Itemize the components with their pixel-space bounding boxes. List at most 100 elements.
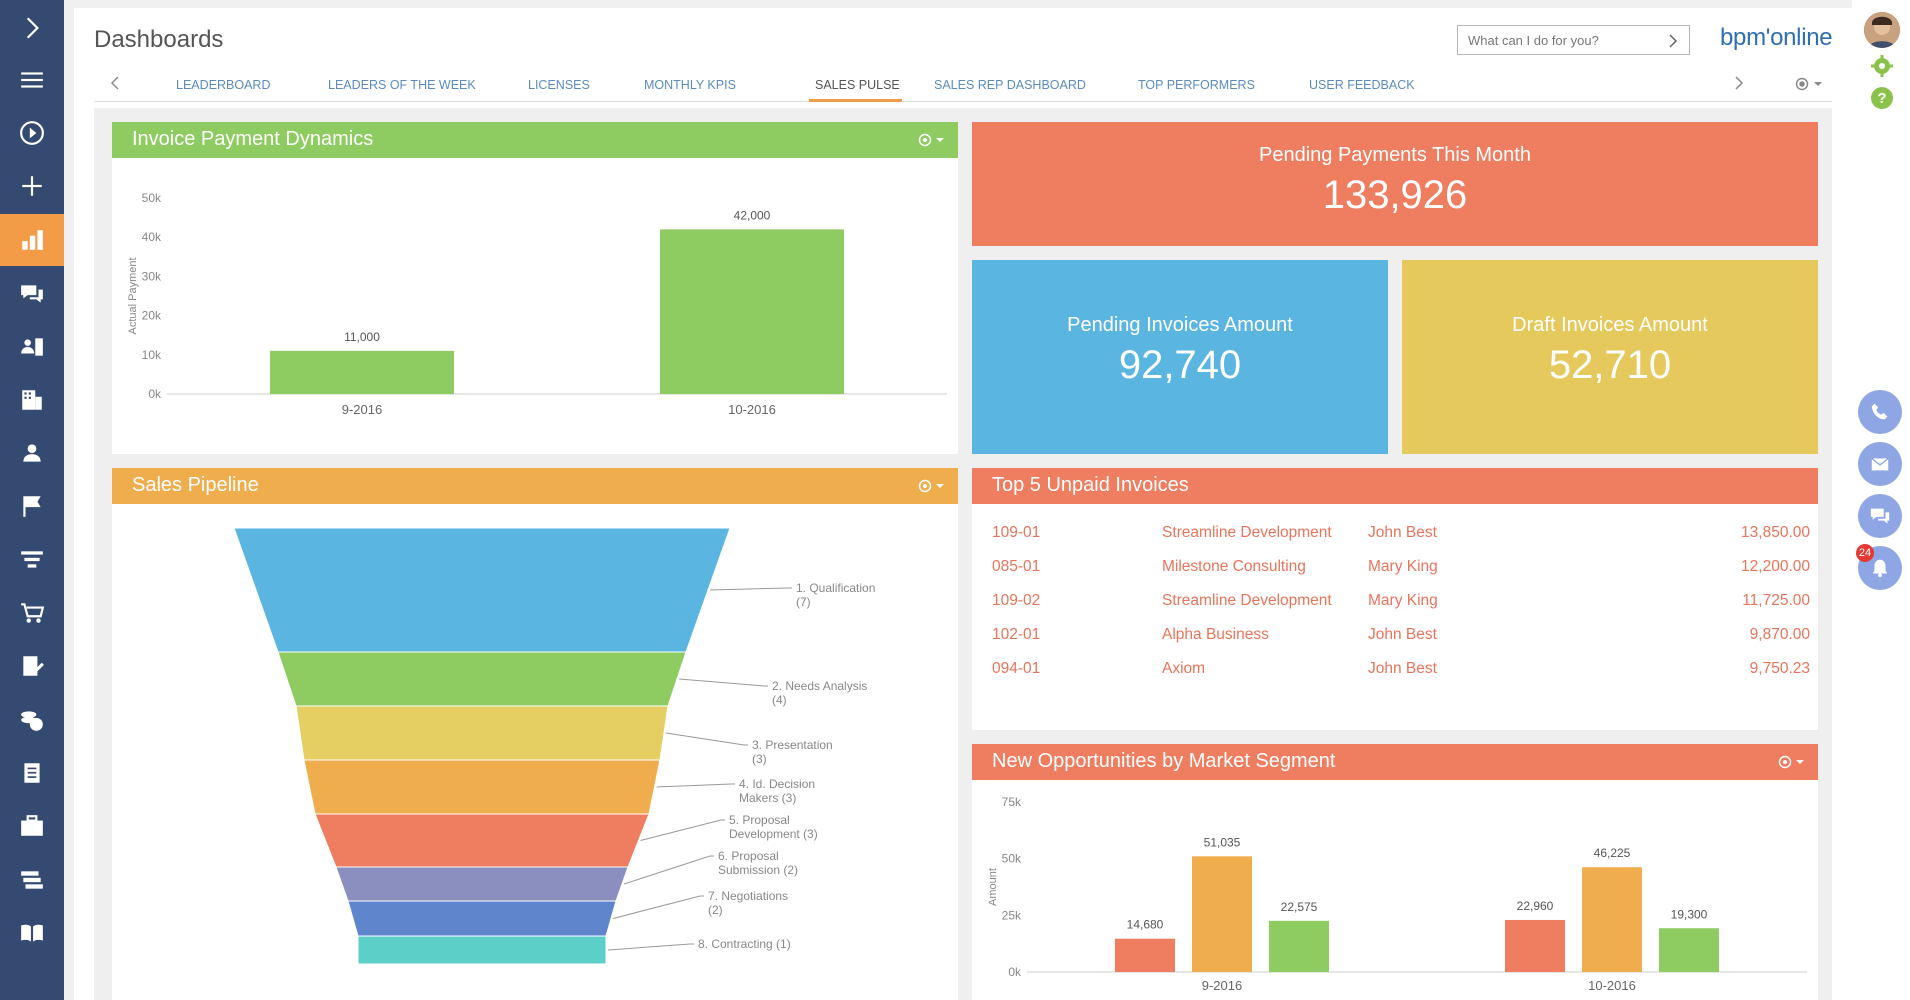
nav-contacts[interactable] — [0, 321, 64, 373]
widget-settings-gear-icon[interactable] — [916, 130, 946, 150]
invoice-row[interactable]: 094-01 Axiom John Best 9,750.23 — [972, 660, 1818, 682]
nav-feed[interactable] — [0, 268, 64, 320]
settings-gear-icon[interactable] — [1870, 54, 1894, 78]
person-icon — [23, 444, 41, 462]
funnel-stage-label: 1. Qualification — [796, 581, 875, 595]
y-tick-label: 50k — [1002, 852, 1022, 866]
invoice-owner[interactable]: John Best — [1368, 660, 1437, 677]
funnel-leader-line — [678, 678, 768, 687]
tab-sales-pulse[interactable]: SALES PULSE — [815, 78, 900, 92]
pending-invoices-tile[interactable]: Pending Invoices Amount 92,740 — [972, 260, 1388, 454]
invoice-row[interactable]: 109-02 Streamline Development Mary King … — [972, 592, 1818, 614]
bar-chart-icon — [22, 230, 43, 250]
invoice-number[interactable]: 094-01 — [992, 660, 1041, 677]
menu-icon — [21, 72, 43, 88]
nav-knowledge-base[interactable] — [0, 907, 64, 959]
funnel-stage-count: (7) — [796, 595, 811, 609]
invoice-number[interactable]: 102-01 — [992, 626, 1041, 643]
funnel-stage — [233, 527, 731, 653]
funnel-stage-count: (2) — [708, 903, 723, 917]
invoice-number[interactable]: 085-01 — [992, 558, 1041, 575]
invoice-number[interactable]: 109-02 — [992, 592, 1041, 609]
tile-value: 92,740 — [1118, 343, 1242, 387]
tab-top-performers[interactable]: TOP PERFORMERS — [1138, 78, 1255, 92]
tab-monthly-kpis[interactable]: MONTHLY KPIS — [644, 78, 736, 92]
y-axis-label: Amount — [987, 868, 999, 906]
expand-sidebar-button[interactable] — [0, 2, 64, 54]
tile-title: Pending Invoices Amount — [1067, 314, 1293, 336]
widget-title: Sales Pipeline — [132, 474, 259, 496]
invoice-owner[interactable]: Mary King — [1368, 592, 1438, 609]
invoice-owner[interactable]: John Best — [1368, 524, 1437, 541]
nav-accounts[interactable] — [0, 374, 64, 426]
nav-documents[interactable] — [0, 747, 64, 799]
menu-button[interactable] — [0, 54, 64, 106]
chat-icon — [21, 285, 43, 303]
funnel-stage-count: (3) — [752, 752, 767, 766]
tab-leaders-of-the-week[interactable]: LEADERS OF THE WEEK — [328, 78, 476, 92]
tile-value: 52,710 — [1548, 343, 1672, 387]
draft-invoices-tile[interactable]: Draft Invoices Amount 52,710 — [1402, 260, 1818, 454]
funnel-stage-count: Submission (2) — [718, 863, 798, 877]
invoice-row[interactable]: 085-01 Milestone Consulting Mary King 12… — [972, 558, 1818, 580]
invoice-account[interactable]: Axiom — [1162, 660, 1206, 677]
widget-settings-gear-icon[interactable] — [916, 476, 946, 496]
tab-licenses[interactable]: LICENSES — [528, 78, 590, 92]
tab-leaderboard[interactable]: LEADERBOARD — [176, 78, 271, 92]
tab-user-feedback[interactable]: USER FEEDBACK — [1309, 78, 1415, 92]
email-button[interactable] — [1858, 442, 1902, 486]
x-tick-label: 9-2016 — [342, 402, 382, 417]
add-button[interactable] — [0, 160, 64, 212]
nav-dashboards[interactable] — [0, 214, 64, 266]
bar — [1659, 928, 1719, 972]
invoice-account[interactable]: Streamline Development — [1162, 592, 1332, 609]
nav-projects[interactable] — [0, 800, 64, 852]
cart-icon — [21, 603, 45, 623]
tabs-scroll-right-button[interactable] — [1734, 76, 1748, 92]
invoice-account[interactable]: Milestone Consulting — [1162, 558, 1306, 575]
nav-products[interactable] — [0, 854, 64, 906]
nav-orders[interactable] — [0, 587, 64, 639]
dashboard-settings-button[interactable] — [1794, 76, 1828, 92]
invoice-owner[interactable]: Mary King — [1368, 558, 1438, 575]
chat-button[interactable] — [1858, 494, 1902, 538]
document-edit-icon — [23, 656, 44, 676]
tab-sales-rep-dashboard[interactable]: SALES REP DASHBOARD — [934, 78, 1086, 92]
tabs-scroll-left-button[interactable] — [110, 76, 124, 92]
invoice-owner[interactable]: John Best — [1368, 626, 1437, 643]
funnel-leader-line — [665, 732, 748, 746]
widget-title: Invoice Payment Dynamics — [132, 128, 374, 150]
widget-settings-gear-icon[interactable] — [1776, 752, 1806, 772]
chevron-right-icon — [1669, 34, 1678, 48]
widget-title: New Opportunities by Market Segment — [992, 750, 1336, 772]
tile-title: Draft Invoices Amount — [1512, 314, 1708, 336]
stack-icon — [21, 871, 43, 889]
email-icon — [1871, 457, 1889, 471]
nav-users[interactable] — [0, 427, 64, 479]
nav-contracts[interactable] — [0, 640, 64, 692]
nav-opportunities[interactable] — [0, 534, 64, 586]
invoice-amount: 12,200.00 — [1741, 558, 1810, 575]
help-icon[interactable]: ? — [1870, 86, 1894, 110]
nav-invoices[interactable] — [0, 694, 64, 746]
process-button[interactable] — [0, 107, 64, 159]
phone-button[interactable] — [1858, 390, 1902, 434]
invoice-row[interactable]: 102-01 Alpha Business John Best 9,870.00 — [972, 626, 1818, 648]
y-tick-label: 10k — [142, 348, 162, 362]
funnel-stage-label: 5. Proposal — [729, 813, 790, 827]
invoice-row[interactable]: 109-01 Streamline Development John Best … — [972, 524, 1818, 546]
invoice-account[interactable]: Alpha Business — [1162, 626, 1269, 643]
left-sidebar — [0, 0, 64, 1000]
funnel-leader-line — [623, 855, 714, 885]
briefcase-icon — [21, 815, 43, 836]
funnel-stage — [347, 900, 617, 937]
y-tick-label: 30k — [142, 269, 162, 283]
funnel-stage-count: (4) — [772, 693, 787, 707]
invoice-number[interactable]: 109-01 — [992, 524, 1041, 541]
avatar[interactable] — [1864, 12, 1900, 48]
invoice-account[interactable]: Streamline Development — [1162, 524, 1332, 541]
nav-leads[interactable] — [0, 480, 64, 532]
command-line-input[interactable]: What can I do for you? — [1457, 25, 1690, 55]
command-placeholder: What can I do for you? — [1468, 33, 1599, 48]
pending-payments-tile[interactable]: Pending Payments This Month 133,926 — [972, 122, 1818, 246]
